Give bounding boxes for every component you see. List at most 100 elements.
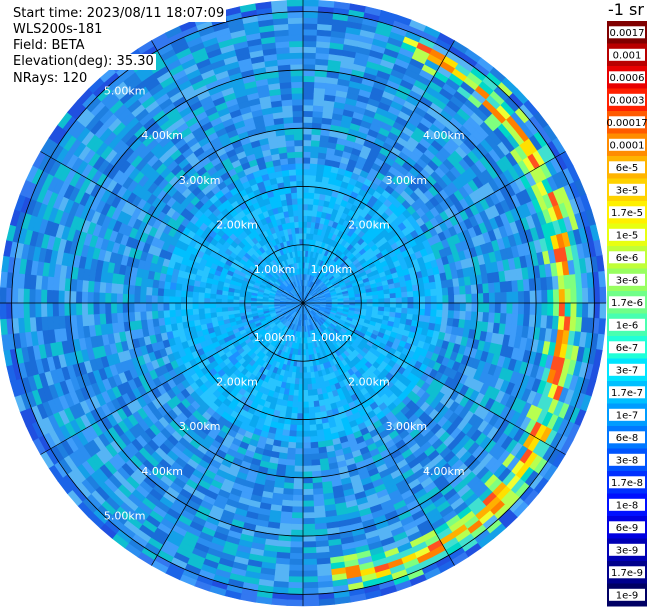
field-cell [110, 302, 118, 314]
field-cell [598, 318, 606, 336]
field-cell [309, 441, 319, 449]
field-cell [295, 436, 304, 444]
field-cell [564, 302, 572, 318]
field-cell [302, 558, 318, 566]
field-cell [81, 302, 89, 315]
field-cell [145, 286, 153, 296]
field-cell [209, 302, 217, 309]
field-cell [355, 299, 362, 304]
field-cell [75, 290, 83, 304]
field-cell [302, 506, 315, 514]
field-cell [483, 292, 490, 304]
field-cell [302, 517, 315, 525]
field-cell [34, 288, 42, 304]
field-cell [309, 424, 317, 432]
field-cell [384, 298, 391, 304]
field-cell [290, 535, 304, 543]
field-cell [5, 287, 13, 304]
field-cell [302, 28, 318, 36]
field-cell [436, 302, 444, 311]
field-cell [377, 294, 385, 300]
field-cell [162, 288, 171, 297]
field-cell [512, 302, 519, 315]
field-cell [307, 395, 314, 403]
field-cell [133, 302, 141, 313]
field-cell [593, 302, 601, 319]
field-cell [192, 313, 200, 321]
field-cell [599, 302, 607, 320]
field-cell [302, 191, 310, 199]
field-cell [535, 302, 543, 316]
field-cell [302, 110, 314, 118]
field-cell [294, 453, 304, 461]
field-cell [139, 310, 147, 321]
field-cell [447, 286, 455, 296]
field-cell [270, 598, 288, 606]
field-cell [302, 529, 316, 537]
field-cell [302, 547, 317, 554]
field-cell [442, 295, 450, 304]
field-cell [302, 389, 309, 397]
field-cell [302, 63, 316, 71]
field-cell [151, 310, 159, 320]
field-cell [459, 294, 467, 304]
field-cell [298, 366, 304, 374]
field-cell [523, 290, 531, 304]
field-cell [186, 290, 194, 298]
field-cell [383, 293, 391, 300]
field-cell [287, 441, 297, 449]
field-cell [311, 388, 318, 397]
field-cell [310, 139, 321, 147]
field-cell [302, 483, 314, 490]
field-cell [75, 302, 83, 316]
field-cell [87, 302, 94, 315]
field-cell [308, 180, 317, 188]
field-cell [587, 302, 595, 319]
field-cell [302, 92, 315, 100]
field-cell [477, 302, 484, 313]
field-cell [283, 482, 294, 490]
field-cell [291, 500, 304, 508]
field-cell [133, 311, 142, 322]
field-cell [180, 289, 188, 298]
field-cell [186, 302, 193, 310]
field-cell [384, 302, 391, 308]
field-cell [0, 318, 8, 336]
field-cell [313, 406, 321, 414]
field-cell [226, 298, 234, 304]
field-cell [310, 453, 320, 461]
field-cell [180, 308, 188, 317]
field-cell [302, 593, 319, 601]
field-cell [311, 133, 322, 142]
field-cell [168, 302, 176, 311]
field-cell [419, 296, 426, 304]
field-cell [308, 186, 316, 194]
field-cell [512, 291, 519, 304]
field-cell [289, 418, 298, 426]
field-cell [287, 581, 304, 589]
field-cell [104, 312, 113, 325]
field-cell [306, 377, 312, 385]
field-cell [151, 294, 158, 304]
field-cell [302, 477, 313, 484]
field-cell [63, 290, 71, 304]
field-cell [372, 294, 379, 300]
field-cell [302, 203, 309, 211]
field-cell [306, 383, 313, 391]
field-cell [287, 587, 304, 595]
field-cell [318, 598, 336, 606]
field-cell [174, 289, 182, 297]
field-cell [302, 232, 308, 240]
field-cell [197, 291, 205, 299]
field-cell [302, 87, 315, 94]
field-cell [308, 418, 317, 426]
field-cell [286, 447, 296, 455]
field-cell [389, 302, 397, 309]
field-cell [309, 162, 318, 171]
field-cell [297, 401, 304, 409]
field-cell [17, 302, 25, 319]
field-cell [302, 581, 319, 589]
field-cell [168, 288, 176, 297]
field-cell [302, 570, 318, 578]
